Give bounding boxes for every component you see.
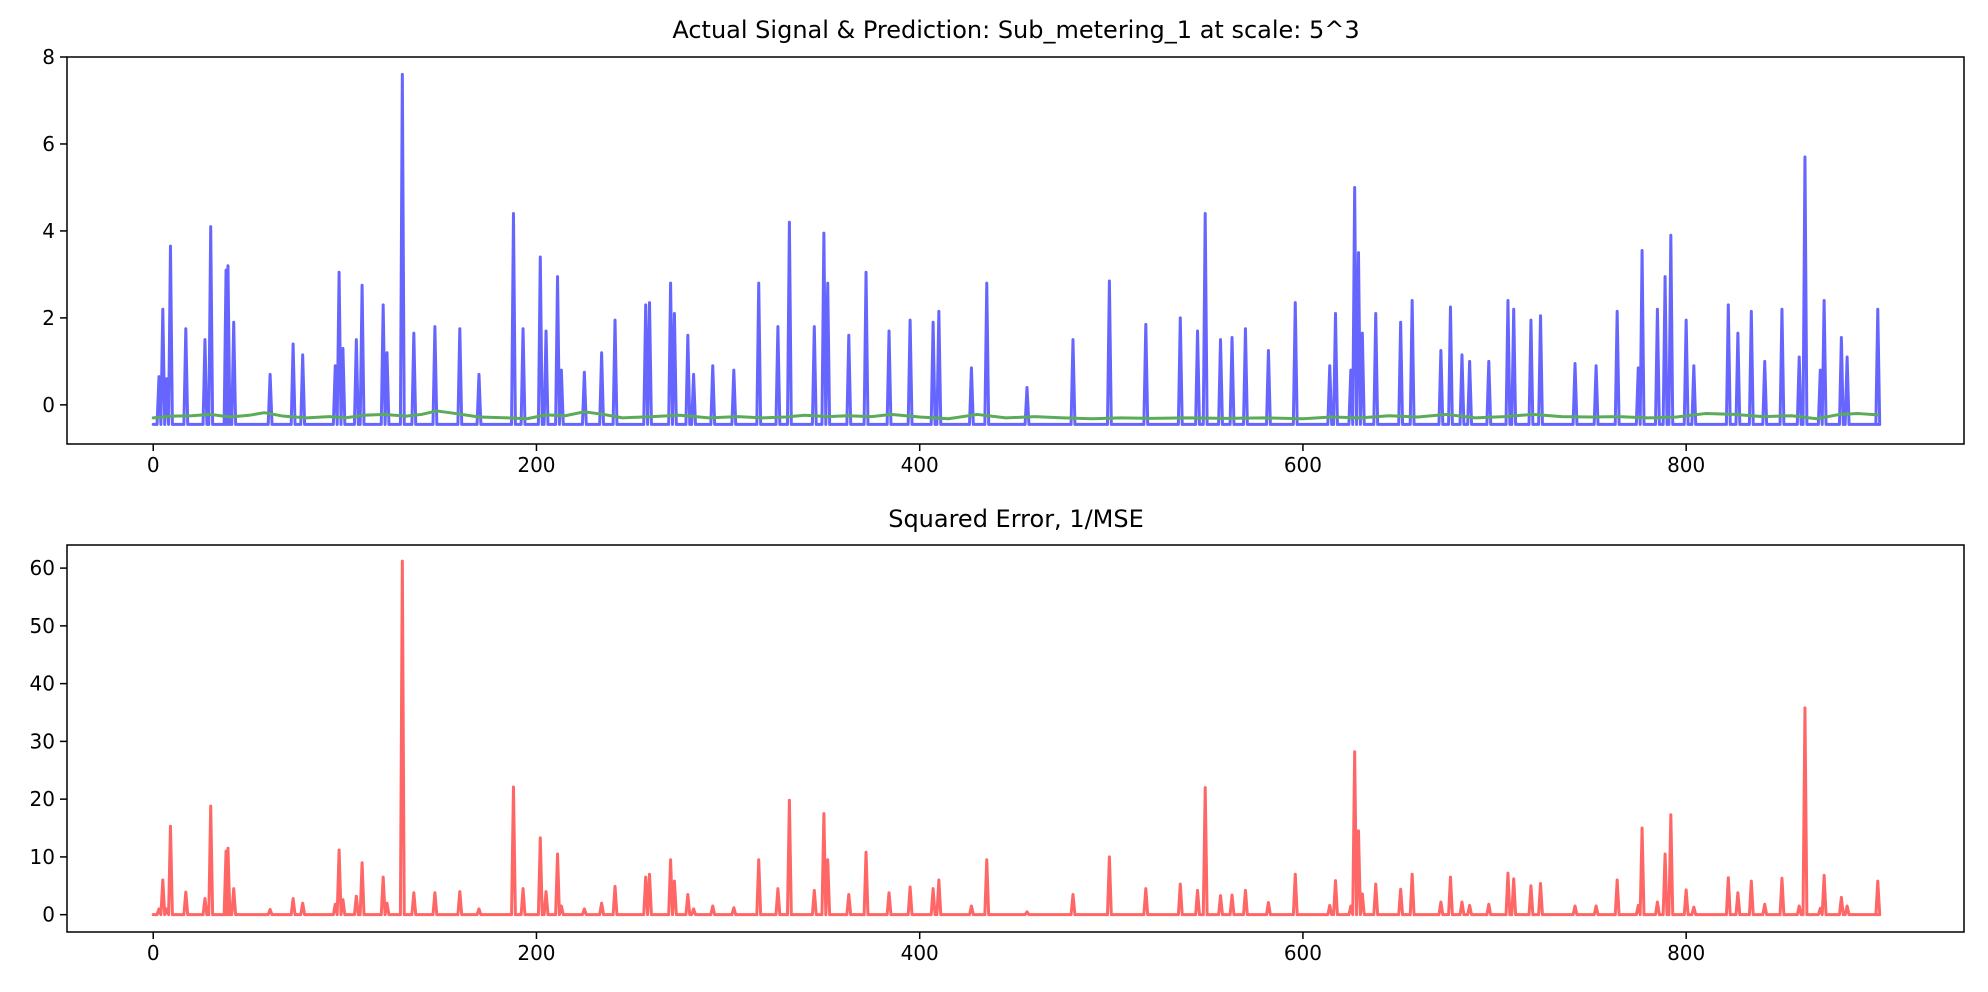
chart-bottom-x-tick-label: 400 <box>901 941 939 965</box>
chart-bottom-y-tick-label: 40 <box>30 672 55 696</box>
chart-top-series-0-line <box>151 72 1882 426</box>
chart-bottom-x-tick-label: 800 <box>1667 941 1705 965</box>
chart-bottom-y-ticks: 0 10 20 30 40 50 60 <box>30 556 67 927</box>
chart-bottom-x-tick-label: 200 <box>517 941 555 965</box>
chart-top-plot-area <box>151 72 1882 426</box>
chart-top-y-tick-label: 4 <box>42 219 55 243</box>
chart-bottom-y-tick-label: 0 <box>42 903 55 927</box>
chart-bottom-x-tick-label: 0 <box>147 941 160 965</box>
chart-top-series-1-line <box>151 409 1880 421</box>
chart-bottom-axes-frame <box>66 544 1965 933</box>
chart-bottom-y-tick-label: 50 <box>30 614 55 638</box>
chart-top-y-tick-label: 6 <box>42 132 55 156</box>
chart-bottom-plot-area <box>151 559 1882 917</box>
chart-bottom-x-tick-label: 600 <box>1284 941 1322 965</box>
chart-top-x-tick-label: 400 <box>901 453 939 477</box>
chart-top-x-tick-label: 800 <box>1667 453 1705 477</box>
chart-bottom-series-0-line <box>151 559 1882 917</box>
chart-top-y-ticks: 0 2 4 6 8 <box>42 45 67 417</box>
chart-top-x-tick-label: 600 <box>1284 453 1322 477</box>
chart-bottom-title: Squared Error, 1/MSE <box>888 505 1144 533</box>
chart-top-y-tick-label: 8 <box>42 45 55 69</box>
chart-bottom-y-tick-label: 60 <box>30 556 55 580</box>
chart-bottom-y-tick-label: 10 <box>30 845 55 869</box>
chart-bottom-x-ticks: 0 200 400 600 800 <box>147 932 1705 965</box>
chart-bottom-y-tick-label: 30 <box>30 729 55 753</box>
chart-bottom-y-tick-label: 20 <box>30 787 55 811</box>
chart-top-y-tick-label: 2 <box>42 306 55 330</box>
chart-top-x-tick-label: 0 <box>147 453 160 477</box>
chart-top: Actual Signal & Prediction: Sub_metering… <box>42 16 1965 477</box>
chart-top-x-ticks: 0 200 400 600 800 <box>147 444 1705 477</box>
chart-top-y-tick-label: 0 <box>42 393 55 417</box>
chart-top-title: Actual Signal & Prediction: Sub_metering… <box>672 16 1359 44</box>
chart-top-x-tick-label: 200 <box>517 453 555 477</box>
chart-bottom: Squared Error, 1/MSE 0 200 400 600 800 0 10 20… <box>30 505 1965 965</box>
chart-top-axes-frame <box>66 56 1965 445</box>
